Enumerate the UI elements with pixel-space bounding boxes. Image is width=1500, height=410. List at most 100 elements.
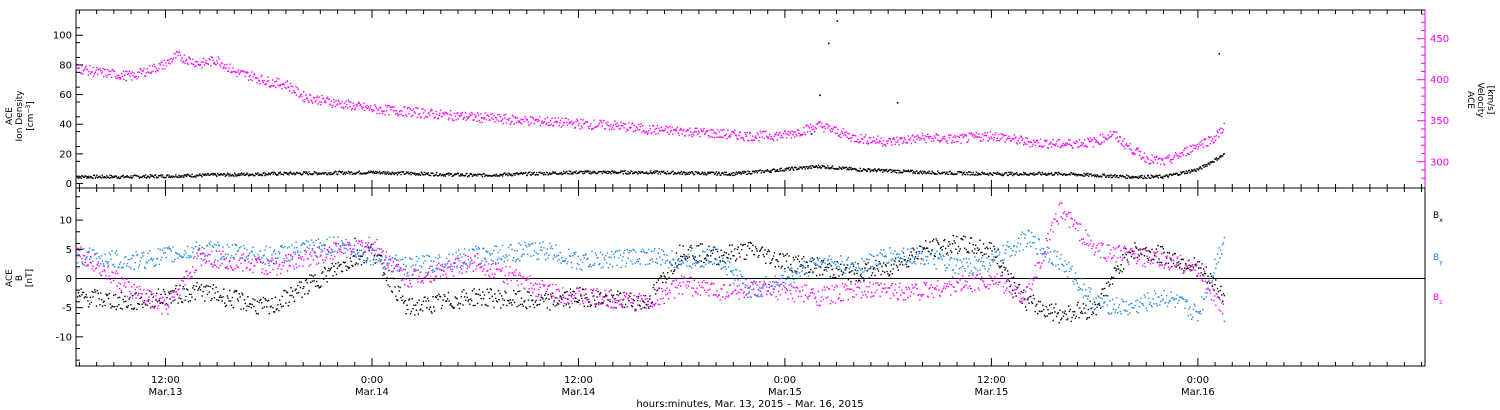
bx-point <box>1163 251 1165 253</box>
ion-density-point <box>1205 163 1208 166</box>
ion-density-point <box>355 172 357 175</box>
by-point <box>163 247 166 249</box>
by-point <box>150 258 152 260</box>
velocity-point <box>814 126 817 128</box>
velocity-point <box>204 62 206 64</box>
ion-density-point <box>909 170 911 173</box>
velocity-point <box>145 72 148 74</box>
velocity-point <box>964 134 966 136</box>
velocity-point <box>1087 137 1089 140</box>
bx-point <box>759 250 761 252</box>
ion-density-point <box>796 168 799 170</box>
bx-point <box>322 271 324 273</box>
by-point <box>314 252 316 255</box>
ion-density-point <box>1101 173 1104 175</box>
ion-density-point <box>765 170 768 172</box>
bx-point <box>99 304 101 306</box>
velocity-point <box>524 115 526 118</box>
bx-point <box>1123 268 1125 270</box>
by-point <box>277 257 279 259</box>
velocity-point <box>288 86 290 88</box>
velocity-point <box>317 103 319 105</box>
velocity-point <box>501 120 503 122</box>
ion-density-point <box>1211 161 1213 164</box>
bx-point <box>341 270 343 272</box>
ion-density-point <box>572 173 574 175</box>
velocity-point <box>151 65 154 67</box>
velocity-point <box>884 143 886 146</box>
velocity-point <box>1157 158 1160 160</box>
velocity-point <box>772 139 775 142</box>
bx-point <box>976 247 979 249</box>
velocity-point <box>412 108 415 110</box>
velocity-point <box>931 137 933 140</box>
bx-point <box>193 288 196 291</box>
ion-density-point <box>469 173 471 175</box>
ion-density-point <box>150 175 152 178</box>
by-point <box>250 250 252 252</box>
ion-density-point <box>329 173 331 176</box>
ion-density-point <box>402 171 405 173</box>
velocity-point <box>840 136 842 139</box>
by-point <box>196 257 198 260</box>
by-point <box>320 248 322 251</box>
ion-density-point <box>1156 175 1159 177</box>
bx-point <box>1178 261 1180 263</box>
bx-point <box>1080 310 1083 313</box>
ion-density-point <box>482 173 484 175</box>
velocity-point <box>263 80 265 82</box>
ion-density-point <box>428 174 430 176</box>
ion-density-point <box>620 170 622 172</box>
by-point <box>397 259 400 262</box>
ion-density-point <box>94 177 96 179</box>
velocity-point <box>178 51 180 54</box>
bx-point <box>673 270 675 272</box>
bx-point <box>1106 295 1109 297</box>
bx-point <box>1138 255 1140 257</box>
bx-point <box>445 300 447 302</box>
velocity-point <box>525 117 527 120</box>
by-point <box>321 245 323 247</box>
velocity-point <box>489 119 491 121</box>
velocity-point <box>220 65 222 68</box>
bx-point <box>1151 248 1153 251</box>
ion-density-point <box>308 171 310 173</box>
ion-density-point <box>1031 172 1033 175</box>
bx-point <box>532 303 535 306</box>
ion-density-point <box>1023 171 1025 174</box>
ion-density-point <box>781 170 783 172</box>
bx-point <box>505 292 507 294</box>
by-point <box>355 256 357 258</box>
by-point <box>276 257 278 260</box>
ion-density-point <box>872 170 875 172</box>
ion-density-point <box>453 174 456 176</box>
ion-density-point <box>1160 177 1163 179</box>
ion-density-point <box>951 172 953 174</box>
velocity-point <box>245 72 247 74</box>
bx-point <box>911 254 913 256</box>
ion-density-point <box>730 173 732 175</box>
by-point <box>465 263 468 265</box>
velocity-point <box>292 89 295 92</box>
by-point <box>531 243 533 245</box>
bx-point <box>452 307 455 309</box>
bx-point <box>705 259 708 261</box>
ion-density-point <box>377 172 379 174</box>
velocity-point <box>97 69 100 71</box>
velocity-point <box>614 123 617 125</box>
ion-density-point <box>1202 164 1204 166</box>
velocity-point <box>1151 154 1153 156</box>
bx-point <box>811 257 813 259</box>
ion-density-point <box>518 173 521 175</box>
ion-density-point <box>208 174 210 177</box>
bx-point <box>642 300 644 302</box>
ion-density-point <box>1024 172 1026 174</box>
velocity-point <box>179 54 182 56</box>
velocity-point <box>194 60 196 63</box>
velocity-point <box>1092 145 1095 148</box>
ion-density-point <box>1081 174 1084 177</box>
bx-point <box>722 260 724 262</box>
ion-density-point <box>740 173 742 175</box>
ion-density-point <box>825 167 827 169</box>
velocity-point <box>762 130 764 133</box>
